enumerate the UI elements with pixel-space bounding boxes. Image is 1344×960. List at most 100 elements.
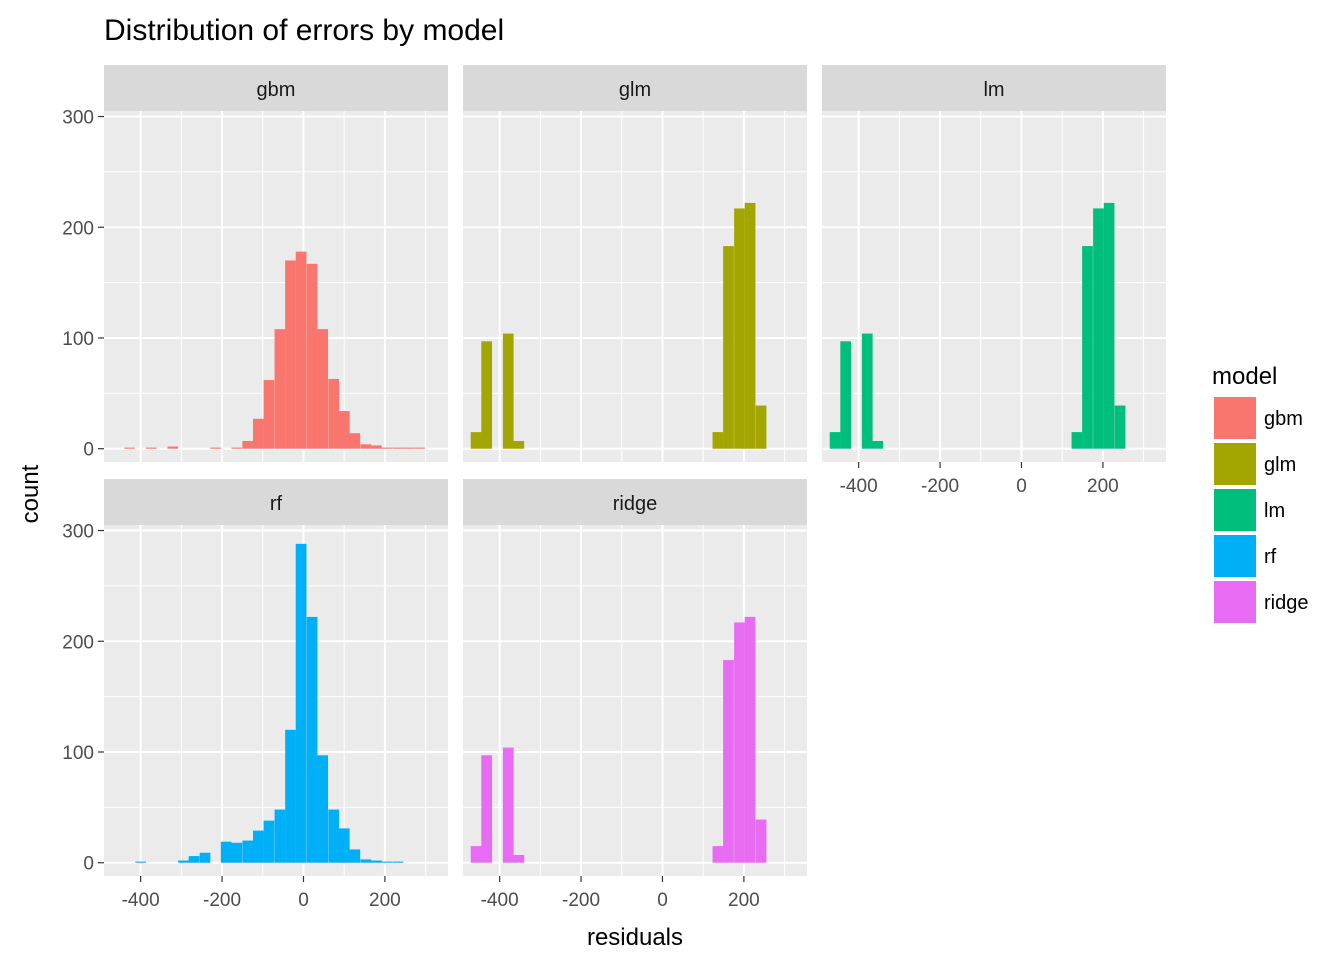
y-tick-label: 200 [62, 218, 94, 239]
histogram-bar-lm [1071, 432, 1083, 449]
strip-label-glm: glm [619, 79, 651, 101]
histogram-bar-gbm [306, 263, 318, 449]
histogram-bar-rf [381, 861, 393, 863]
histogram-bar-rf [263, 820, 275, 863]
histogram-bar-glm [744, 202, 756, 449]
legend-key-ridge [1214, 581, 1256, 623]
legend-label-glm: glm [1264, 454, 1296, 476]
strip-ridge [463, 479, 807, 525]
strip-lm [822, 65, 1166, 111]
histogram-bar-lm [840, 341, 852, 449]
y-axis-title: count [17, 464, 44, 523]
histogram-bar-gbm [124, 447, 136, 449]
histogram-bar-gbm [403, 447, 414, 449]
x-axis-title: residuals [587, 924, 683, 951]
panel-glm: glm [463, 65, 807, 462]
y-tick-label: 100 [62, 743, 94, 764]
histogram-bar-gbm [317, 329, 329, 449]
histogram-bar-gbm [392, 447, 404, 449]
histogram-bar-rf [328, 809, 340, 863]
histogram-bar-rf [295, 543, 307, 863]
histogram-bar-lm [861, 333, 873, 449]
x-tick-label: 200 [369, 890, 401, 911]
histogram-bar-gbm [371, 445, 382, 449]
histogram-bar-rf [349, 849, 361, 863]
panel-ridge: ridge -400 -200 0 200 [463, 479, 807, 911]
histogram-bar-glm [712, 432, 724, 449]
histogram-bar-lm [1103, 202, 1115, 449]
histogram-bar-rf [392, 861, 404, 863]
x-tick-label: -400 [840, 476, 878, 497]
histogram-bar-rf [242, 840, 254, 863]
histogram-bar-rf [306, 616, 318, 863]
legend-key-lm [1214, 489, 1256, 531]
histogram-bar-gbm [274, 329, 286, 449]
strip-rf [104, 479, 448, 525]
facet-panels: gbm 0 100 200 300 glm lm -400 -200 0 200 rf 0 100 200 3… [62, 65, 1166, 911]
y-tick-label: 200 [62, 632, 94, 653]
x-tick-label: 200 [728, 890, 760, 911]
histogram-bar-gbm [167, 446, 179, 449]
histogram-bar-rf [285, 729, 296, 863]
histogram-bar-gbm [145, 447, 157, 449]
x-tick-label: -200 [921, 476, 959, 497]
histogram-bar-rf [199, 852, 211, 863]
x-tick-label: 0 [657, 890, 668, 911]
histogram-bar-glm [755, 405, 767, 449]
histogram-bar-rf [231, 842, 243, 863]
histogram-bar-gbm [328, 378, 340, 449]
histogram-bar-lm [1093, 208, 1104, 449]
x-tick-label: -200 [203, 890, 241, 911]
histogram-bar-lm [1082, 246, 1093, 449]
chart-title: Distribution of errors by model [104, 14, 504, 47]
panel-gbm: gbm 0 100 200 300 [62, 65, 448, 462]
histogram-bar-gbm [263, 380, 275, 449]
histogram-bar-lm [829, 432, 841, 449]
strip-glm [463, 65, 807, 111]
histogram-bar-ridge [723, 660, 734, 863]
histogram-bar-glm [502, 333, 514, 449]
histogram-bar-gbm [210, 447, 221, 449]
histogram-bar-gbm [285, 260, 296, 449]
panel-rf: rf 0 100 200 300 -400 -200 0 200 [62, 479, 448, 911]
histogram-bar-ridge [734, 622, 745, 863]
histogram-bar-glm [470, 432, 482, 449]
legend-key-glm [1214, 443, 1256, 485]
y-tick-label: 0 [83, 440, 94, 461]
legend-label-rf: rf [1264, 546, 1277, 568]
histogram-bar-glm [734, 208, 745, 449]
histogram-bar-ridge [502, 747, 514, 863]
histogram-bar-lm [1114, 405, 1126, 449]
histogram-bar-gbm [242, 440, 254, 449]
histogram-bar-ridge [470, 846, 482, 863]
histogram-bar-glm [723, 246, 734, 449]
histogram-bar-ridge [755, 819, 767, 863]
histogram-bar-rf [135, 861, 147, 863]
legend-key-rf [1214, 535, 1256, 577]
histogram-bar-gbm [231, 447, 243, 449]
histogram-bar-gbm [414, 447, 425, 449]
y-tick-label: 300 [62, 522, 94, 543]
y-tick-label: 300 [62, 108, 94, 129]
legend-label-gbm: gbm [1264, 408, 1303, 430]
x-tick-label: -200 [562, 890, 600, 911]
histogram-bar-rf [220, 841, 232, 863]
histogram-bar-rf [317, 755, 329, 863]
histogram-bar-ridge [712, 846, 724, 863]
histogram-bar-gbm [338, 411, 350, 449]
histogram-bar-gbm [381, 447, 393, 449]
legend-label-lm: lm [1264, 500, 1285, 522]
legend-key-gbm [1214, 397, 1256, 439]
strip-label-gbm: gbm [257, 79, 296, 101]
legend-title: model [1212, 363, 1277, 390]
histogram-bar-glm [481, 341, 493, 449]
y-tick-label: 0 [83, 854, 94, 875]
histogram-bar-lm [872, 440, 884, 449]
y-tick-label: 100 [62, 329, 94, 350]
histogram-bar-rf [338, 828, 350, 863]
histogram-bar-ridge [513, 854, 525, 863]
histogram-bar-rf [188, 856, 200, 863]
strip-label-lm: lm [983, 79, 1004, 101]
strip-gbm [104, 65, 448, 111]
legend-label-ridge: ridge [1264, 592, 1308, 614]
